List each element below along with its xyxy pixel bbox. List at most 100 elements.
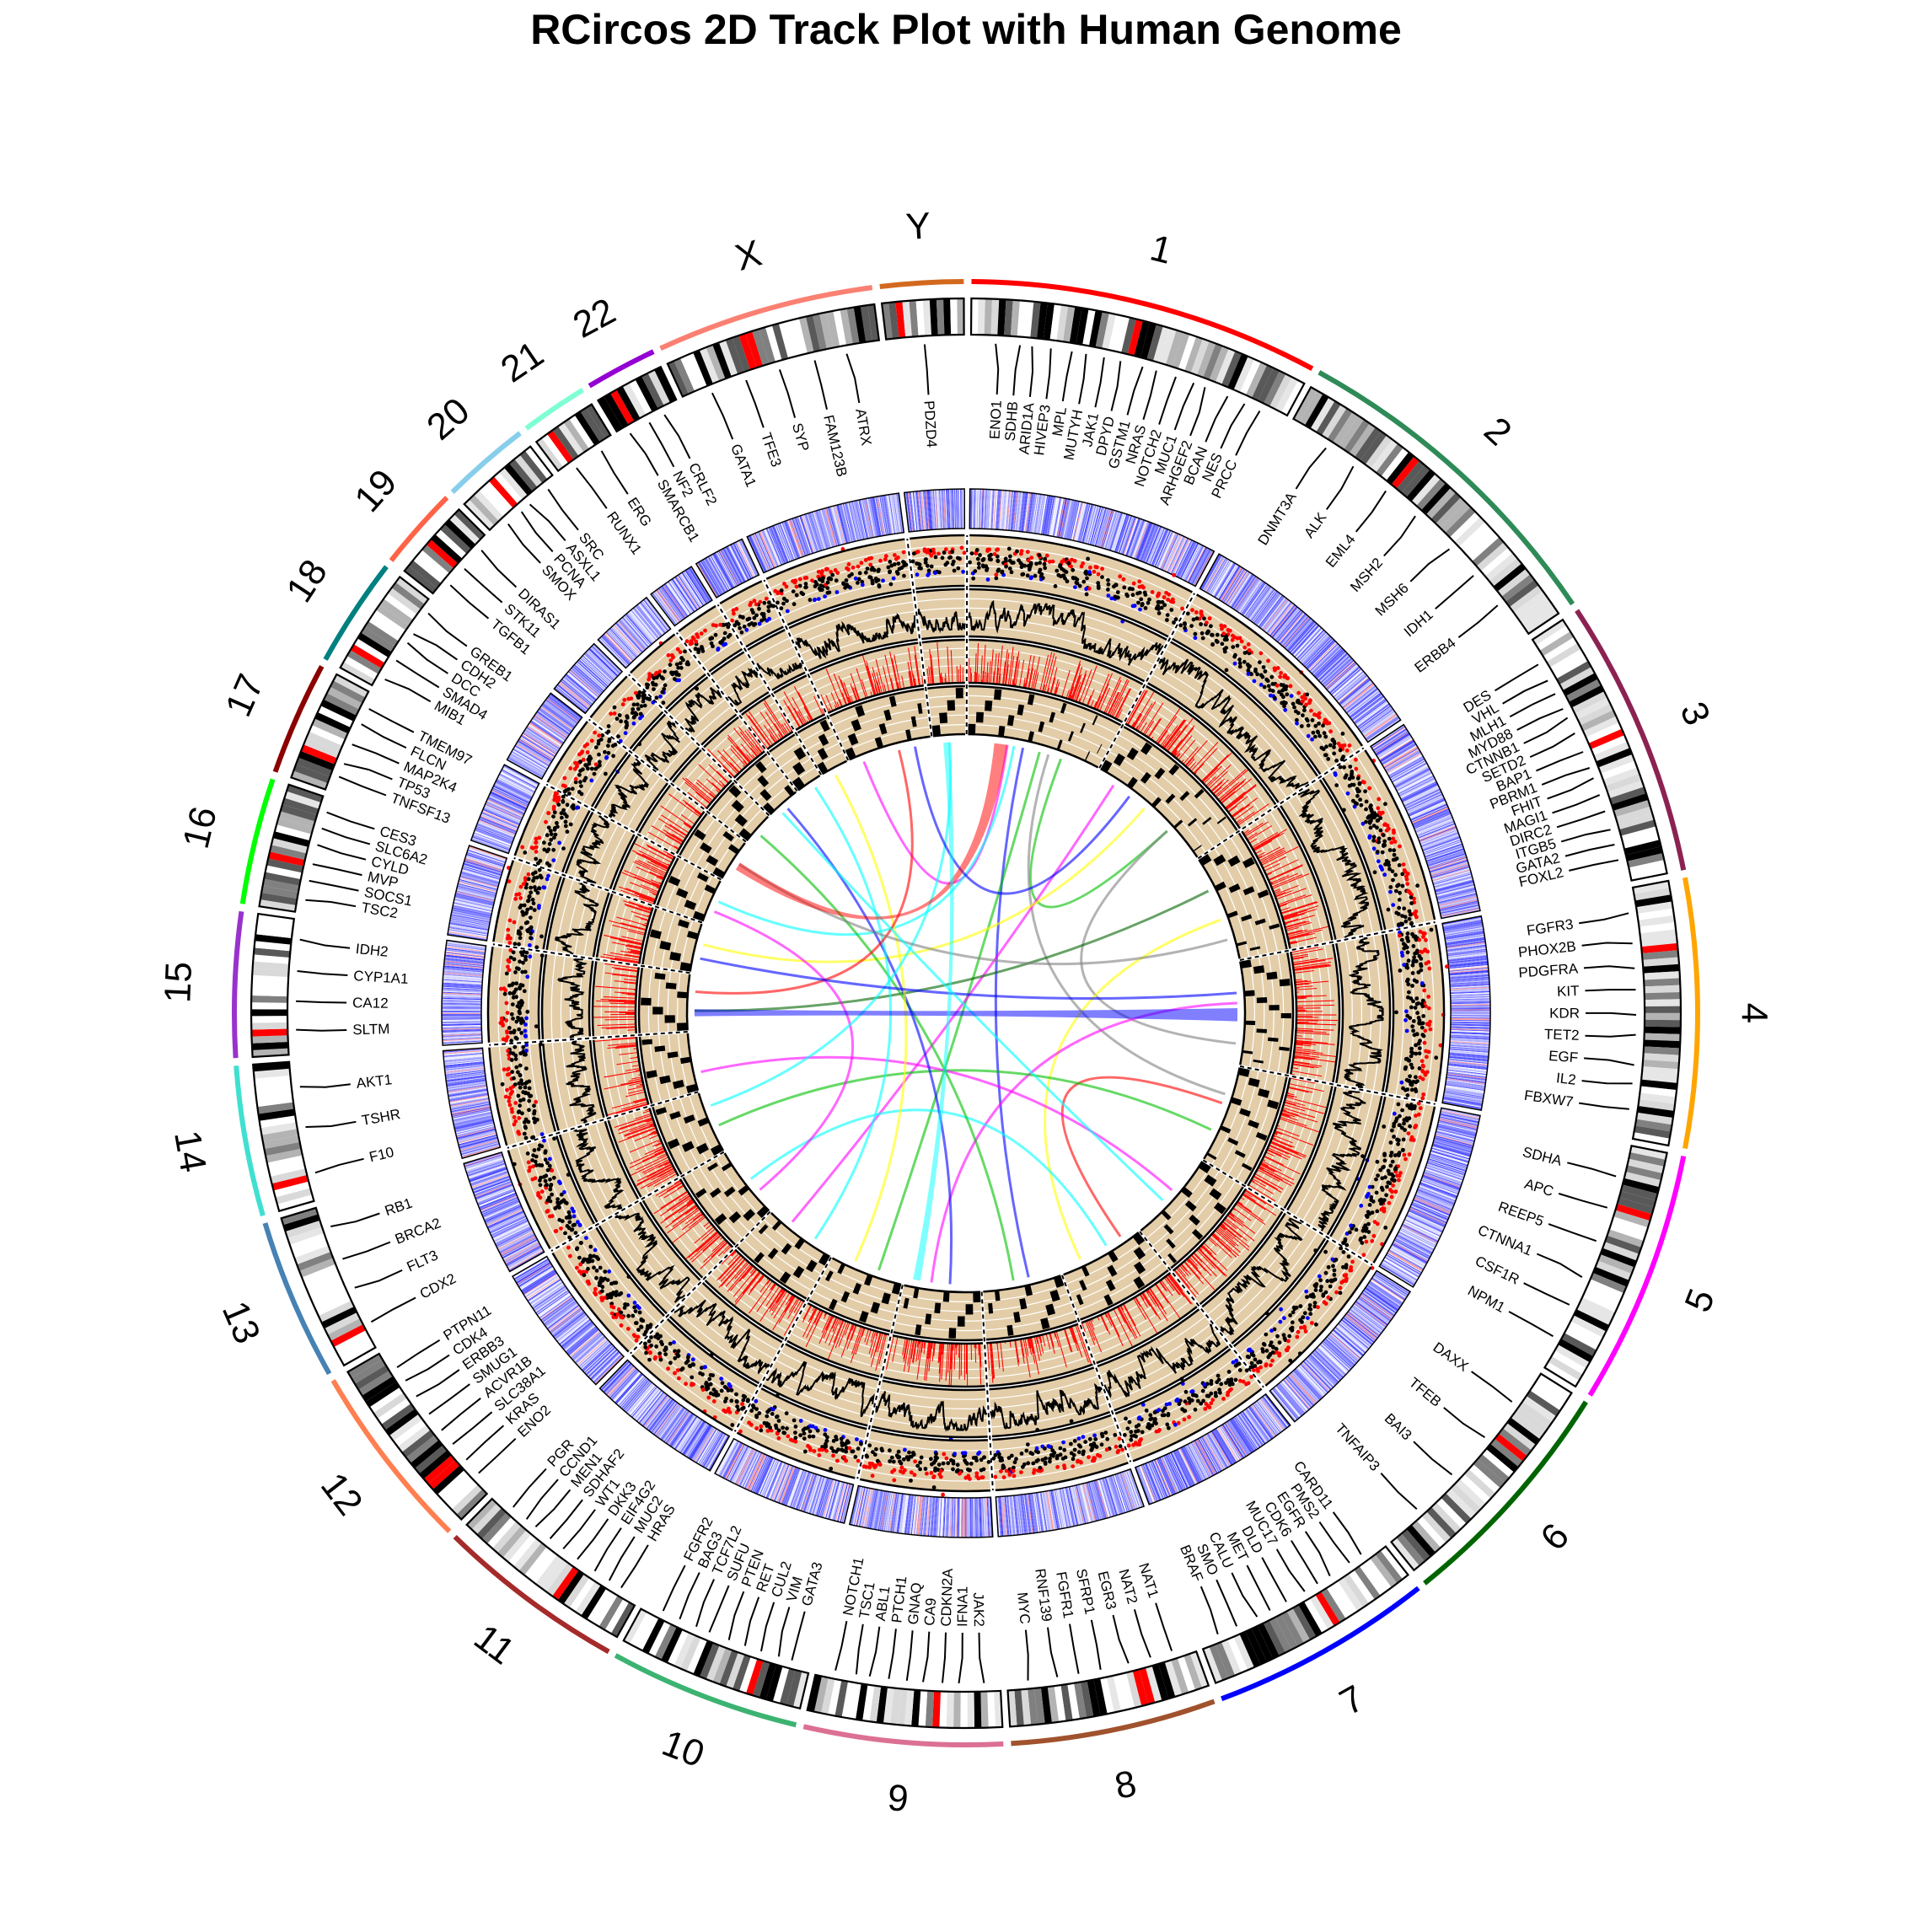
ideogram-band: [610, 389, 635, 425]
ideogram-band: [1411, 1520, 1441, 1553]
ideogram-band: [679, 355, 701, 392]
heatmap-cell: [1008, 491, 1014, 531]
ideogram-band: [1644, 1006, 1681, 1013]
ideogram-band: [635, 376, 658, 412]
ideogram-band: [883, 1687, 894, 1725]
heatmap-cell: [1313, 647, 1344, 677]
heatmap-cell: [1115, 514, 1130, 553]
ideogram-band: [706, 1645, 726, 1682]
heatmap-cell: [1345, 687, 1378, 713]
ideogram-band: [309, 1282, 346, 1303]
ideogram-band: [264, 872, 301, 886]
heatmap-cell: [1274, 608, 1300, 640]
ideogram-band: [1004, 299, 1013, 336]
heatmap-cell: [1118, 515, 1132, 554]
ideogram-band: [1601, 760, 1638, 781]
heatmap-cell: [1233, 576, 1257, 610]
ideogram-band: [558, 422, 584, 456]
ideogram-band: [1215, 348, 1236, 385]
ideogram-band: [725, 337, 744, 374]
ideogram-band: [1258, 368, 1280, 404]
gene-connector: [1173, 382, 1195, 431]
ideogram-band: [1554, 1344, 1590, 1369]
heatmap-cell: [1014, 491, 1020, 531]
ideogram-band: [405, 1435, 439, 1463]
heatmap-cell: [983, 489, 985, 529]
heatmap-cell: [1334, 672, 1365, 699]
ideogram-band: [862, 1684, 875, 1722]
ideogram-band: [953, 1691, 961, 1728]
ideogram-band: [266, 858, 304, 873]
heatmap-cell: [1401, 782, 1438, 802]
ideogram-band: [297, 1251, 334, 1271]
ideogram-band: [765, 325, 782, 362]
heatmap-cell: [1042, 495, 1050, 535]
heatmap-cell: [1380, 740, 1414, 762]
heatmap-cell: [1212, 561, 1233, 597]
gene-connector: [1246, 1564, 1271, 1611]
ideogram-band: [546, 1562, 574, 1597]
ideogram-band: [1406, 470, 1436, 502]
ideogram-band: [302, 1264, 338, 1285]
heatmap-cell: [1117, 515, 1131, 554]
ideogram-band: [869, 1685, 882, 1723]
ideogram-band: [1425, 487, 1457, 519]
heatmap-cell: [1178, 541, 1196, 578]
heatmap-cell: [1026, 492, 1033, 533]
ideogram-band: [498, 467, 528, 500]
heatmap-cell: [1112, 513, 1125, 552]
ideogram-band: [285, 1220, 322, 1238]
heatmap-cell: [1053, 497, 1062, 537]
heatmap-cell: [1256, 593, 1280, 625]
gene-connector: [1189, 387, 1206, 437]
ideogram-band: [1544, 1361, 1580, 1387]
gene-connector: [942, 1632, 947, 1683]
gene-label-syp: SYP: [789, 421, 813, 453]
heatmap-cell: [1317, 652, 1347, 680]
heatmap-cell: [1187, 546, 1206, 582]
heatmap-cell: [1351, 695, 1384, 721]
heatmap-cell: [1385, 750, 1420, 771]
heatmap-cell: [1365, 716, 1398, 739]
heatmap-cell: [1408, 798, 1445, 816]
heatmap-cell: [985, 489, 988, 529]
ideogram-band: [314, 711, 351, 734]
heatmap-cell: [963, 1497, 965, 1538]
ideogram-outline-3: [1531, 618, 1668, 882]
ideogram-band: [967, 1691, 974, 1728]
ideogram-band: [1401, 1529, 1430, 1562]
heatmap-cell: [1305, 638, 1334, 668]
heatmap-cell: [1126, 518, 1140, 556]
heatmap-cell: [1100, 509, 1114, 548]
ideogram-band: [1349, 423, 1376, 458]
heatmap-cell: [1263, 598, 1289, 631]
ideogram-band: [1641, 1065, 1679, 1076]
ideogram-band: [1121, 317, 1137, 355]
heatmap-cell: [1113, 513, 1126, 552]
heatmap-cell: [1178, 542, 1197, 578]
heatmap-cell: [1174, 539, 1193, 577]
ideogram-band: [1309, 1595, 1334, 1630]
heatmap-cell: [1345, 687, 1377, 713]
ideogram-outline-13: [280, 1206, 377, 1367]
ideogram-band: [1597, 1254, 1634, 1275]
heatmap-cell: [966, 1498, 968, 1538]
gene-connector: [995, 343, 1000, 394]
heatmap-cell: [1185, 545, 1205, 582]
ideogram-band: [255, 1081, 292, 1093]
ideogram-band: [251, 1028, 288, 1037]
ideogram-band: [271, 1174, 309, 1191]
heatmap-cell: [1349, 692, 1382, 717]
ideogram-band: [648, 1621, 671, 1657]
ideogram-band: [1642, 1060, 1680, 1070]
heatmap-cell: [1179, 542, 1199, 579]
heatmap-cell: [1264, 599, 1290, 632]
heatmap-cell: [996, 490, 1000, 530]
ideogram-band: [1401, 464, 1430, 497]
gene-connector: [1523, 1282, 1570, 1306]
ideogram-band: [587, 1588, 612, 1623]
heatmap-cell: [1362, 712, 1396, 736]
ideogram-band: [375, 604, 410, 631]
gene-connector: [547, 488, 579, 531]
ideogram-band: [1376, 443, 1403, 477]
